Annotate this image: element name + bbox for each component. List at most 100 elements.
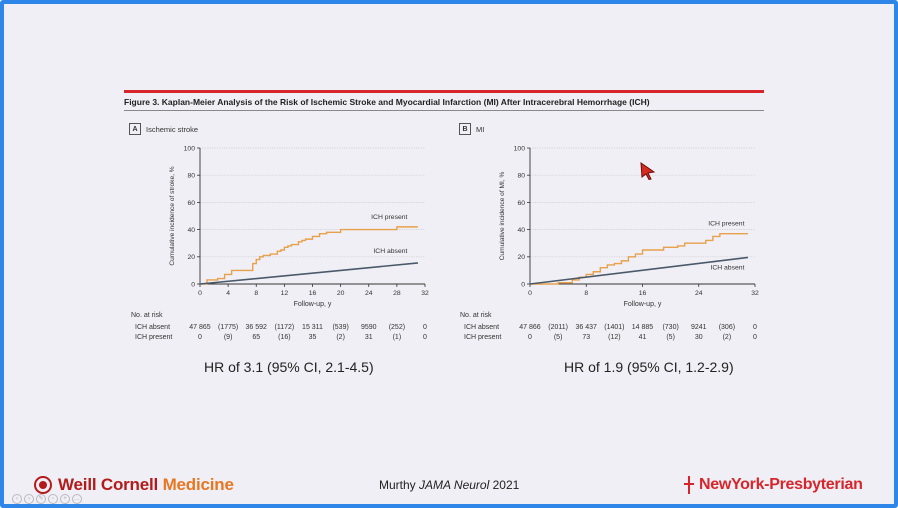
x-tick-label: 32 [751, 290, 759, 297]
title-rule [124, 90, 764, 93]
risk-value: 73 [582, 334, 591, 341]
hazard-ratio-a: HR of 3.1 (95% CI, 2.1-4.5) [204, 359, 374, 375]
risk-value: 36 437 [575, 324, 597, 331]
more-icon[interactable]: … [72, 494, 82, 504]
risk-value: 0 [753, 324, 757, 331]
nyp-wordmark: NewYork-Presbyterian [699, 476, 863, 493]
risk-value: 9241 [690, 324, 707, 331]
risk-row-label: ICH absent [135, 324, 171, 331]
risk-value: 9590 [360, 324, 377, 331]
risk-value: 30 [694, 334, 703, 341]
series-label-ich-present: ICH present [371, 214, 407, 221]
y-tick-label: 40 [187, 227, 195, 234]
panel-b-label: B MI [459, 123, 484, 135]
prev-slide-icon[interactable]: ‹ [12, 494, 22, 504]
risk-value: 31 [364, 334, 373, 341]
x-tick-label: 24 [695, 290, 703, 297]
citation-journal: JAMA Neurol [419, 478, 490, 492]
chart-ischemic-stroke: 0 20 40 60 80 100 0 4 8 12 16 20 24 28 32 Follow-up, y C… [169, 145, 429, 308]
nyp-logo: NewYork-Presbyterian [684, 476, 863, 494]
risk-value: 35 [308, 334, 317, 341]
risk-value: (306) [718, 324, 736, 331]
series-label-ich-absent: ICH absent [710, 264, 744, 271]
panel-b-title: MI [476, 124, 485, 134]
zoom-icon[interactable]: + [60, 494, 70, 504]
y-tick-label: 80 [187, 173, 195, 180]
risk-title: No. at risk [460, 312, 492, 319]
risk-value: (2011) [548, 324, 568, 331]
risk-value: 15 311 [302, 324, 323, 331]
weill-cornell-seal-icon [34, 476, 52, 494]
x-axis-label: Follow-up, y [624, 301, 662, 308]
x-tick-label: 28 [393, 290, 401, 297]
y-tick-label: 40 [517, 227, 525, 234]
x-tick-label: 16 [309, 290, 317, 297]
series-line-ich-absent [529, 256, 749, 285]
x-tick-label: 12 [281, 290, 289, 297]
series-label-ich-absent: ICH absent [373, 248, 407, 255]
x-tick-label: 8 [584, 290, 588, 297]
y-tick-label: 100 [184, 145, 196, 152]
risk-value: 36 592 [245, 324, 267, 331]
y-tick-label: 20 [187, 254, 195, 261]
risk-value: (5) [553, 334, 563, 341]
risk-title: No. at risk [131, 312, 163, 319]
risk-value: (2) [722, 334, 732, 341]
risk-value: (1401) [604, 324, 625, 331]
weill-cornell-logo: Weill Cornell Medicine [34, 475, 234, 495]
hazard-ratio-b: HR of 1.9 (95% CI, 1.2-2.9) [564, 359, 734, 375]
x-tick-label: 32 [421, 290, 429, 297]
risk-value: 65 [252, 334, 261, 341]
risk-value: 47 866 [519, 324, 541, 331]
risk-value: (2) [336, 334, 345, 341]
risk-value: 0 [423, 334, 427, 341]
risk-value: 0 [198, 334, 202, 341]
risk-value: (9) [223, 334, 233, 341]
x-tick-label: 20 [337, 290, 345, 297]
series-label-ich-present: ICH present [708, 221, 744, 228]
risk-value: 41 [638, 334, 647, 341]
chart-mi: 0 20 40 60 80 100 0 8 16 24 32 Follow-up, y Cumulati… [499, 145, 759, 308]
panel-a-title: Ischemic stroke [146, 124, 199, 134]
risk-value: 47 865 [189, 324, 211, 331]
risk-value: 14 885 [631, 324, 654, 331]
risk-value: (1) [392, 334, 402, 341]
panel-a-label: A Ischemic stroke [129, 123, 198, 135]
y-axis-label: Cumulative incidence of MI, % [499, 172, 506, 261]
x-tick-label: 16 [639, 290, 647, 297]
wcm-wordmark-2: Medicine [162, 475, 234, 494]
x-axis-label: Follow-up, y [294, 301, 332, 308]
x-tick-label: 0 [528, 290, 532, 297]
y-tick-label: 100 [514, 145, 526, 152]
panel-letter-b: B [459, 123, 471, 135]
citation: Murthy JAMA Neurol 2021 [379, 478, 519, 492]
x-tick-label: 24 [365, 290, 373, 297]
nyp-mark-icon [684, 476, 694, 494]
figure-title: Figure 3. Kaplan-Meier Analysis of the R… [124, 97, 650, 107]
y-tick-label: 60 [187, 200, 195, 207]
risk-value: (730) [662, 324, 679, 331]
wcm-wordmark-1: Weill Cornell [58, 475, 159, 494]
risk-value: (252) [388, 324, 406, 331]
series-line-ich-absent [199, 262, 419, 285]
y-tick-label: 0 [191, 281, 195, 288]
risk-row-label: ICH absent [464, 324, 500, 331]
y-tick-label: 60 [517, 200, 525, 207]
risk-value: (539) [332, 324, 349, 331]
y-tick-label: 0 [521, 281, 525, 288]
title-divider [124, 110, 764, 111]
risk-value: (12) [608, 334, 621, 341]
x-tick-label: 4 [226, 290, 230, 297]
slides-icon[interactable]: ▫ [48, 494, 58, 504]
risk-value: (5) [666, 334, 675, 341]
next-slide-icon[interactable]: › [24, 494, 34, 504]
mouse-pointer-icon [640, 161, 656, 185]
panel-letter-a: A [129, 123, 141, 135]
y-tick-label: 20 [517, 254, 525, 261]
y-tick-label: 80 [517, 173, 525, 180]
series-line-ich-present [200, 226, 418, 285]
pen-icon[interactable]: ✎ [36, 494, 46, 504]
y-axis-label: Cumulative incidence of stroke, % [169, 166, 176, 265]
x-tick-label: 8 [254, 290, 258, 297]
